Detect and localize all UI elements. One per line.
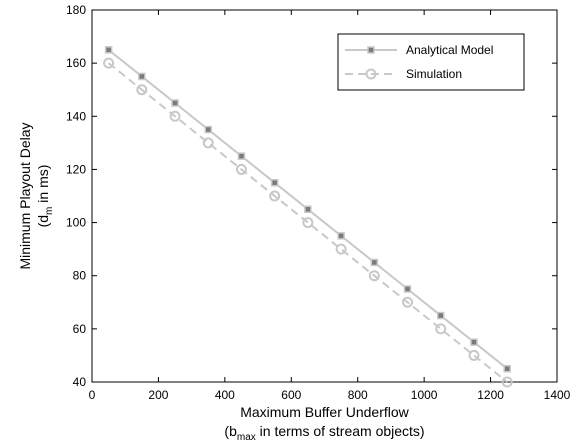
- data-point-circle: [368, 270, 380, 282]
- legend-label-simulation: Simulation: [406, 67, 462, 81]
- y-tick-label: 160: [66, 56, 86, 70]
- data-point-circle: [435, 323, 447, 335]
- y-tick-label: 60: [73, 322, 87, 336]
- data-point-circle: [136, 84, 148, 96]
- data-point-circle: [103, 57, 115, 69]
- data-point-square: [138, 72, 146, 81]
- data-point-square: [403, 285, 412, 293]
- legend: Analytical Model Simulation: [337, 33, 525, 91]
- data-point-square: [470, 338, 478, 346]
- y-axis-label-line2: (dm in ms): [35, 165, 55, 228]
- x-axis-label-pre: (b: [224, 423, 237, 439]
- x-tick-label: 1400: [544, 388, 571, 402]
- data-point-square: [370, 258, 379, 267]
- data-point-circle: [501, 376, 513, 388]
- x-axis-label-post: in terms of stream objects): [256, 423, 425, 439]
- data-point-circle: [402, 296, 414, 308]
- x-tick-label: 800: [348, 388, 368, 402]
- data-point-square: [104, 46, 113, 54]
- data-point-circle: [269, 190, 281, 202]
- y-axis-label-pre: (d: [35, 215, 51, 227]
- data-point-circle: [169, 110, 181, 122]
- series-line-1: [107, 62, 508, 383]
- y-axis-label-line1: Minimum Playout Delay: [17, 122, 33, 269]
- data-point-circle: [468, 349, 480, 361]
- x-axis-label-sub: max: [237, 432, 256, 443]
- x-tick-label: 1200: [477, 388, 504, 402]
- y-tick-label: 100: [66, 216, 86, 230]
- y-axis-label-group: Minimum Playout Delay (dm in ms): [17, 122, 55, 269]
- x-tick-label: 1000: [411, 388, 438, 402]
- data-point-circle: [202, 137, 214, 149]
- y-tick-label: 120: [66, 162, 86, 176]
- x-tick-label: 400: [215, 388, 235, 402]
- y-tick-label: 40: [73, 375, 87, 389]
- y-tick-label: 180: [66, 3, 86, 17]
- x-tick-label: 200: [148, 388, 168, 402]
- data-point-square: [171, 99, 179, 107]
- x-tick-label: 0: [89, 388, 96, 402]
- y-tick-label: 140: [66, 109, 86, 123]
- x-tick-label: 600: [281, 388, 301, 402]
- data-point-circle: [302, 217, 314, 229]
- x-axis-label-line1: Maximum Buffer Underflow: [240, 404, 409, 420]
- ticks-layer: 0 200 400 600 800 1000 1200 1400 40 60 80 100 120 140…: [66, 3, 571, 402]
- y-axis-label-post: in ms): [35, 165, 51, 207]
- data-point-square: [204, 125, 212, 134]
- legend-marker-simulation: [365, 68, 377, 80]
- legend-marker-analytical: [367, 46, 375, 54]
- data-point-square: [237, 152, 246, 160]
- data-point-square: [337, 232, 345, 240]
- data-point-square: [270, 178, 279, 187]
- legend-label-analytical: Analytical Model: [406, 43, 493, 57]
- data-point-square: [503, 364, 511, 373]
- y-axis-label-sub: m: [44, 207, 55, 215]
- series-layer: [103, 46, 513, 388]
- data-point-circle: [335, 243, 347, 255]
- x-axis-label-line2: (bmax in terms of stream objects): [224, 423, 424, 443]
- legend-box: [337, 33, 525, 91]
- y-tick-label: 80: [73, 269, 87, 283]
- data-point-circle: [235, 163, 247, 175]
- data-point-square: [304, 205, 312, 214]
- data-point-square: [437, 311, 445, 320]
